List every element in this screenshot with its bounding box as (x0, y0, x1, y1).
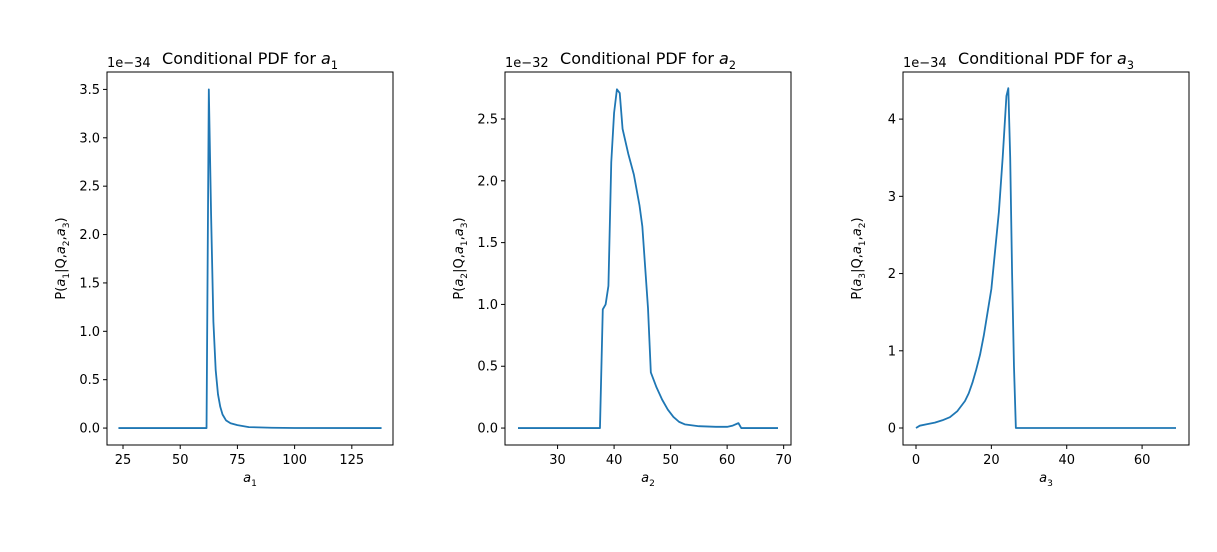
y-tick-label: 2.5 (79, 180, 100, 195)
y-axis-label: P(a2​|Q,a1​,a3​) (452, 217, 470, 299)
x-tick-label: 40 (606, 453, 623, 468)
x-tick-label: 20 (983, 453, 1000, 468)
subplot-a2: 30 40 50 60 70 0.0 0.5 1.0 1.5 2.0 2.5 Conditional … (452, 49, 792, 489)
x-tick-label: 60 (1134, 453, 1151, 468)
y-tick-label: 4 (888, 113, 896, 128)
y-offset-text: 1e−34 (903, 56, 947, 71)
x-tick-label: 125 (339, 453, 364, 468)
subplot-a3: 0 20 40 60 0 1 2 3 4 Conditional PDF for a3​ 1e−34… (850, 49, 1190, 489)
x-tick-label: 75 (229, 453, 246, 468)
plot-frame (504, 71, 792, 446)
y-tick-label: 0.0 (79, 422, 100, 437)
y-tick-label: 0.5 (79, 373, 100, 388)
subplot-a1: 25 50 75 100 125 0.0 0.5 1.0 1.5 2.0 2.5 3.0 3.5 Cond… (54, 49, 394, 489)
x-axis-label: a3​ (1039, 471, 1053, 489)
y-tick-label: 1.5 (79, 276, 100, 291)
y-tick-label: 3 (888, 190, 896, 205)
x-tick-label: 100 (282, 453, 307, 468)
y-tick-label: 3.5 (79, 83, 100, 98)
series-line (118, 88, 382, 429)
y-tick-label: 1.0 (79, 325, 100, 340)
x-axis-label: a2​ (641, 471, 655, 489)
y-tick-label: 0.5 (477, 360, 498, 375)
x-axis-label: a1​ (243, 471, 257, 489)
plot-frame (106, 71, 394, 446)
chart-title: Conditional PDF for a3​ (958, 49, 1134, 72)
y-tick-label: 2.0 (477, 174, 498, 189)
x-tick-label: 60 (719, 453, 736, 468)
series-line (915, 87, 1176, 429)
series-line (518, 88, 778, 429)
x-tick-label: 25 (115, 453, 132, 468)
y-tick-label: 1 (888, 344, 896, 359)
y-axis-label: P(a1​|Q,a2​,a3​) (54, 217, 72, 299)
y-axis-label: P(a3​|Q,a1​,a2​) (850, 217, 868, 299)
y-offset-text: 1e−32 (505, 56, 549, 71)
y-offset-text: 1e−34 (107, 56, 151, 71)
x-tick-label: 50 (172, 453, 189, 468)
chart-title: Conditional PDF for a1​ (162, 49, 338, 72)
x-tick-label: 40 (1058, 453, 1075, 468)
y-tick-label: 3.0 (79, 131, 100, 146)
y-tick-label: 2 (888, 267, 896, 282)
x-tick-label: 50 (662, 453, 679, 468)
y-tick-label: 2.5 (477, 112, 498, 127)
y-tick-label: 1.0 (477, 298, 498, 313)
y-tick-label: 0.0 (477, 422, 498, 437)
y-tick-label: 0 (888, 422, 896, 437)
y-tick-label: 2.0 (79, 228, 100, 243)
y-tick-label: 1.5 (477, 236, 498, 251)
x-tick-label: 30 (549, 453, 566, 468)
x-tick-label: 0 (912, 453, 920, 468)
chart-title: Conditional PDF for a2​ (560, 49, 736, 72)
x-tick-label: 70 (775, 453, 792, 468)
plot-frame (902, 71, 1190, 446)
